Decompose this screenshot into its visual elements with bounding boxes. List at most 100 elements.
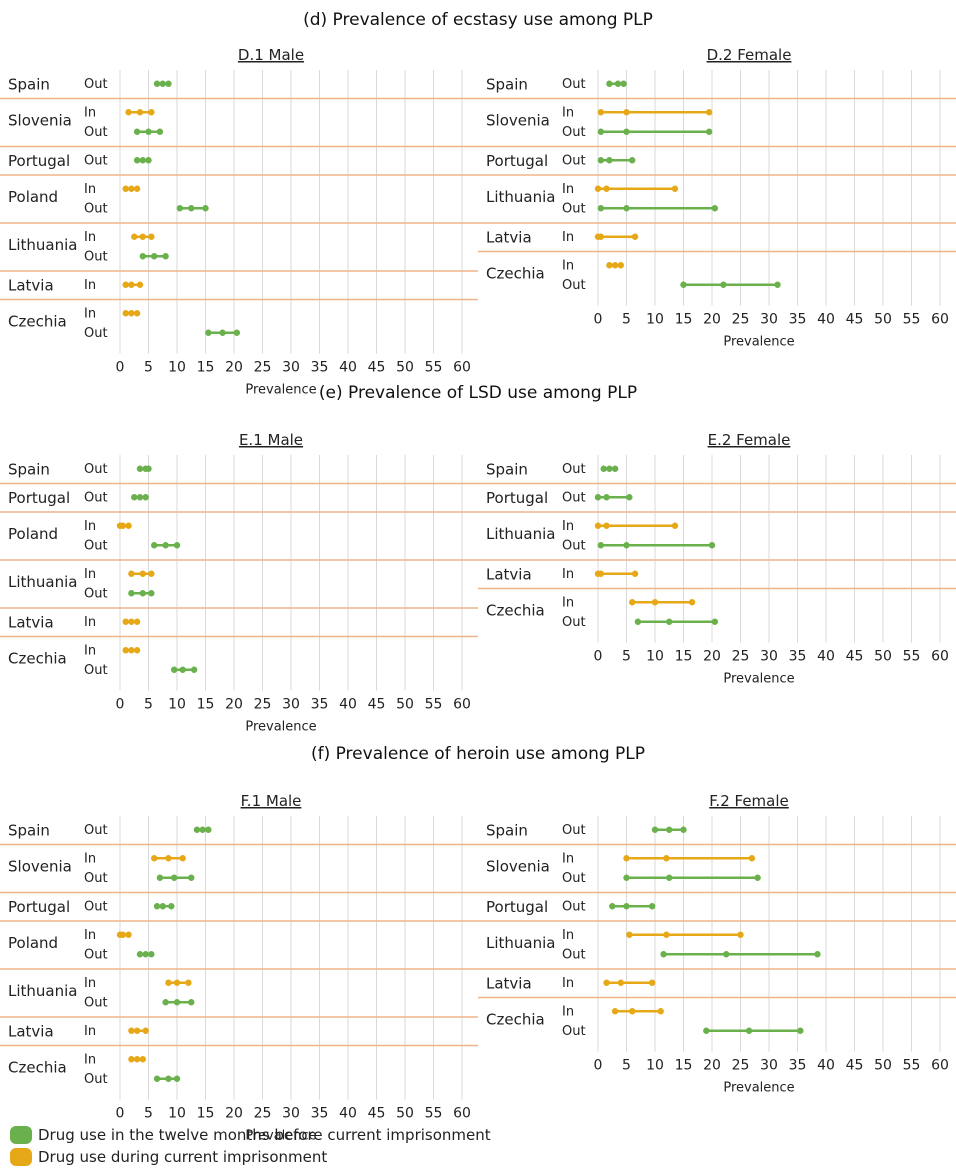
chart-panel-f1-male: F.1 Male Spain Out Slovenia In Out Portugal Out… <box>0 792 478 1144</box>
x-tick-label: 15 <box>197 1106 215 1122</box>
section-title-ecstasy: (d) Prevalence of ecstasy use among PLP <box>303 10 653 30</box>
point-lithuania-in-high <box>148 570 155 577</box>
point-slovenia-in-mid <box>165 855 172 862</box>
point-czechia-out-low <box>205 329 212 336</box>
country-label-slovenia: Slovenia <box>486 112 550 130</box>
point-poland-out-high <box>202 205 209 212</box>
point-portugal-out-mid <box>139 157 146 164</box>
point-czechia-out-mid <box>165 1075 172 1082</box>
x-tick-label: 25 <box>254 1106 272 1122</box>
x-tick-label: 35 <box>789 312 807 328</box>
point-lithuania-out-high <box>188 999 195 1006</box>
point-latvia-in-low <box>122 281 129 288</box>
point-poland-out-high <box>173 542 181 549</box>
row-label-in: In <box>84 928 96 943</box>
x-tick-label: 50 <box>396 697 414 713</box>
row-label-in: In <box>562 1004 574 1019</box>
point-spain-out-high <box>620 80 627 87</box>
x-tick-label: 0 <box>594 1058 603 1074</box>
row-label-in: In <box>562 851 574 866</box>
point-czechia-out-low <box>634 618 642 625</box>
point-portugal-out-mid <box>136 494 144 501</box>
section-title-heroin: (f) Prevalence of heroin use among PLP <box>310 744 646 764</box>
row-label-out: Out <box>84 77 108 92</box>
point-lithuania-in-mid <box>139 233 146 240</box>
point-czechia-out-high <box>797 1027 804 1034</box>
x-tick-label: 55 <box>425 697 443 713</box>
x-axis-label: Prevalence <box>723 672 794 687</box>
point-slovenia-out-high <box>156 128 164 135</box>
row-label-out: Out <box>562 615 586 630</box>
point-czechia-in-mid <box>651 599 659 606</box>
point-lithuania-out-high <box>708 542 716 549</box>
point-czechia-in-mid <box>629 1008 636 1015</box>
point-portugal-out-mid <box>159 903 166 910</box>
point-lithuania-out-high <box>148 590 155 597</box>
row-label-in: In <box>562 182 574 197</box>
point-latvia-in-high <box>136 281 144 288</box>
chart-panel-d1-male: D.1 Male Spain Out Slovenia In Out Portugal Out… <box>0 46 478 398</box>
row-label-out: Out <box>84 538 108 553</box>
point-portugal-out-high <box>626 494 633 501</box>
row-label-out: Out <box>562 201 586 216</box>
row-label-in: In <box>84 1024 96 1039</box>
point-lithuania-out-high <box>162 253 169 260</box>
point-latvia-in-high <box>142 1027 149 1034</box>
point-slovenia-out-high <box>188 874 195 881</box>
point-slovenia-out-high <box>705 128 713 135</box>
point-lithuania-in-mid <box>173 979 181 986</box>
x-tick-label: 5 <box>622 312 631 328</box>
point-latvia-in-mid <box>597 233 605 240</box>
x-axis-label: Prevalence <box>723 1081 794 1096</box>
point-lithuania-in-low <box>594 185 602 192</box>
point-czechia-in-low <box>122 310 129 317</box>
point-lithuania-out-mid <box>151 253 158 260</box>
point-portugal-out-high <box>648 903 656 910</box>
x-tick-label: 5 <box>144 360 153 376</box>
point-poland-out-low <box>151 542 158 549</box>
country-label-portugal: Portugal <box>8 489 70 507</box>
point-spain-out-high <box>611 465 619 472</box>
point-czechia-out-high <box>233 329 241 336</box>
point-lithuania-out-low <box>139 253 146 260</box>
x-tick-label: 20 <box>703 1058 721 1074</box>
x-tick-label: 5 <box>622 649 631 665</box>
country-label-spain: Spain <box>486 75 528 93</box>
x-tick-label: 40 <box>817 1058 835 1074</box>
point-latvia-in-mid <box>128 281 135 288</box>
chart-title-d-2-female: D.2 Female <box>707 46 792 64</box>
row-label-out: Out <box>562 871 586 886</box>
point-lithuania-out-low <box>597 542 605 549</box>
x-tick-label: 15 <box>675 1058 693 1074</box>
x-axis-label: Prevalence <box>245 383 316 398</box>
point-lithuania-in-high <box>737 931 744 938</box>
x-tick-label: 50 <box>874 1058 892 1074</box>
row-label-out: Out <box>84 125 108 140</box>
x-tick-label: 60 <box>453 360 471 376</box>
country-label-portugal: Portugal <box>486 898 548 916</box>
point-lithuania-in-mid <box>139 570 146 577</box>
point-czechia-in-high <box>133 647 141 654</box>
row-label-out: Out <box>84 249 108 264</box>
point-czechia-in-mid <box>611 262 619 269</box>
country-label-spain: Spain <box>486 460 528 478</box>
point-lithuania-in-high <box>671 185 679 192</box>
x-tick-label: 20 <box>703 312 721 328</box>
point-portugal-out-high <box>629 157 636 164</box>
point-czechia-in-low <box>629 599 636 606</box>
point-czechia-out-high <box>774 281 781 288</box>
point-czechia-in-high <box>139 1056 146 1063</box>
point-poland-in-low <box>122 185 129 192</box>
x-tick-label: 35 <box>311 360 329 376</box>
row-label-in: In <box>84 851 96 866</box>
point-czechia-out-low <box>153 1075 161 1082</box>
point-spain-out-high <box>205 826 212 833</box>
point-slovenia-out-low <box>597 128 605 135</box>
point-czechia-in-high <box>133 310 141 317</box>
country-label-latvia: Latvia <box>486 974 532 992</box>
point-slovenia-in-high <box>748 855 756 862</box>
point-czechia-out-mid <box>720 281 727 288</box>
point-czechia-out-mid <box>666 618 673 625</box>
row-label-out: Out <box>84 326 108 341</box>
row-label-in: In <box>562 258 574 273</box>
